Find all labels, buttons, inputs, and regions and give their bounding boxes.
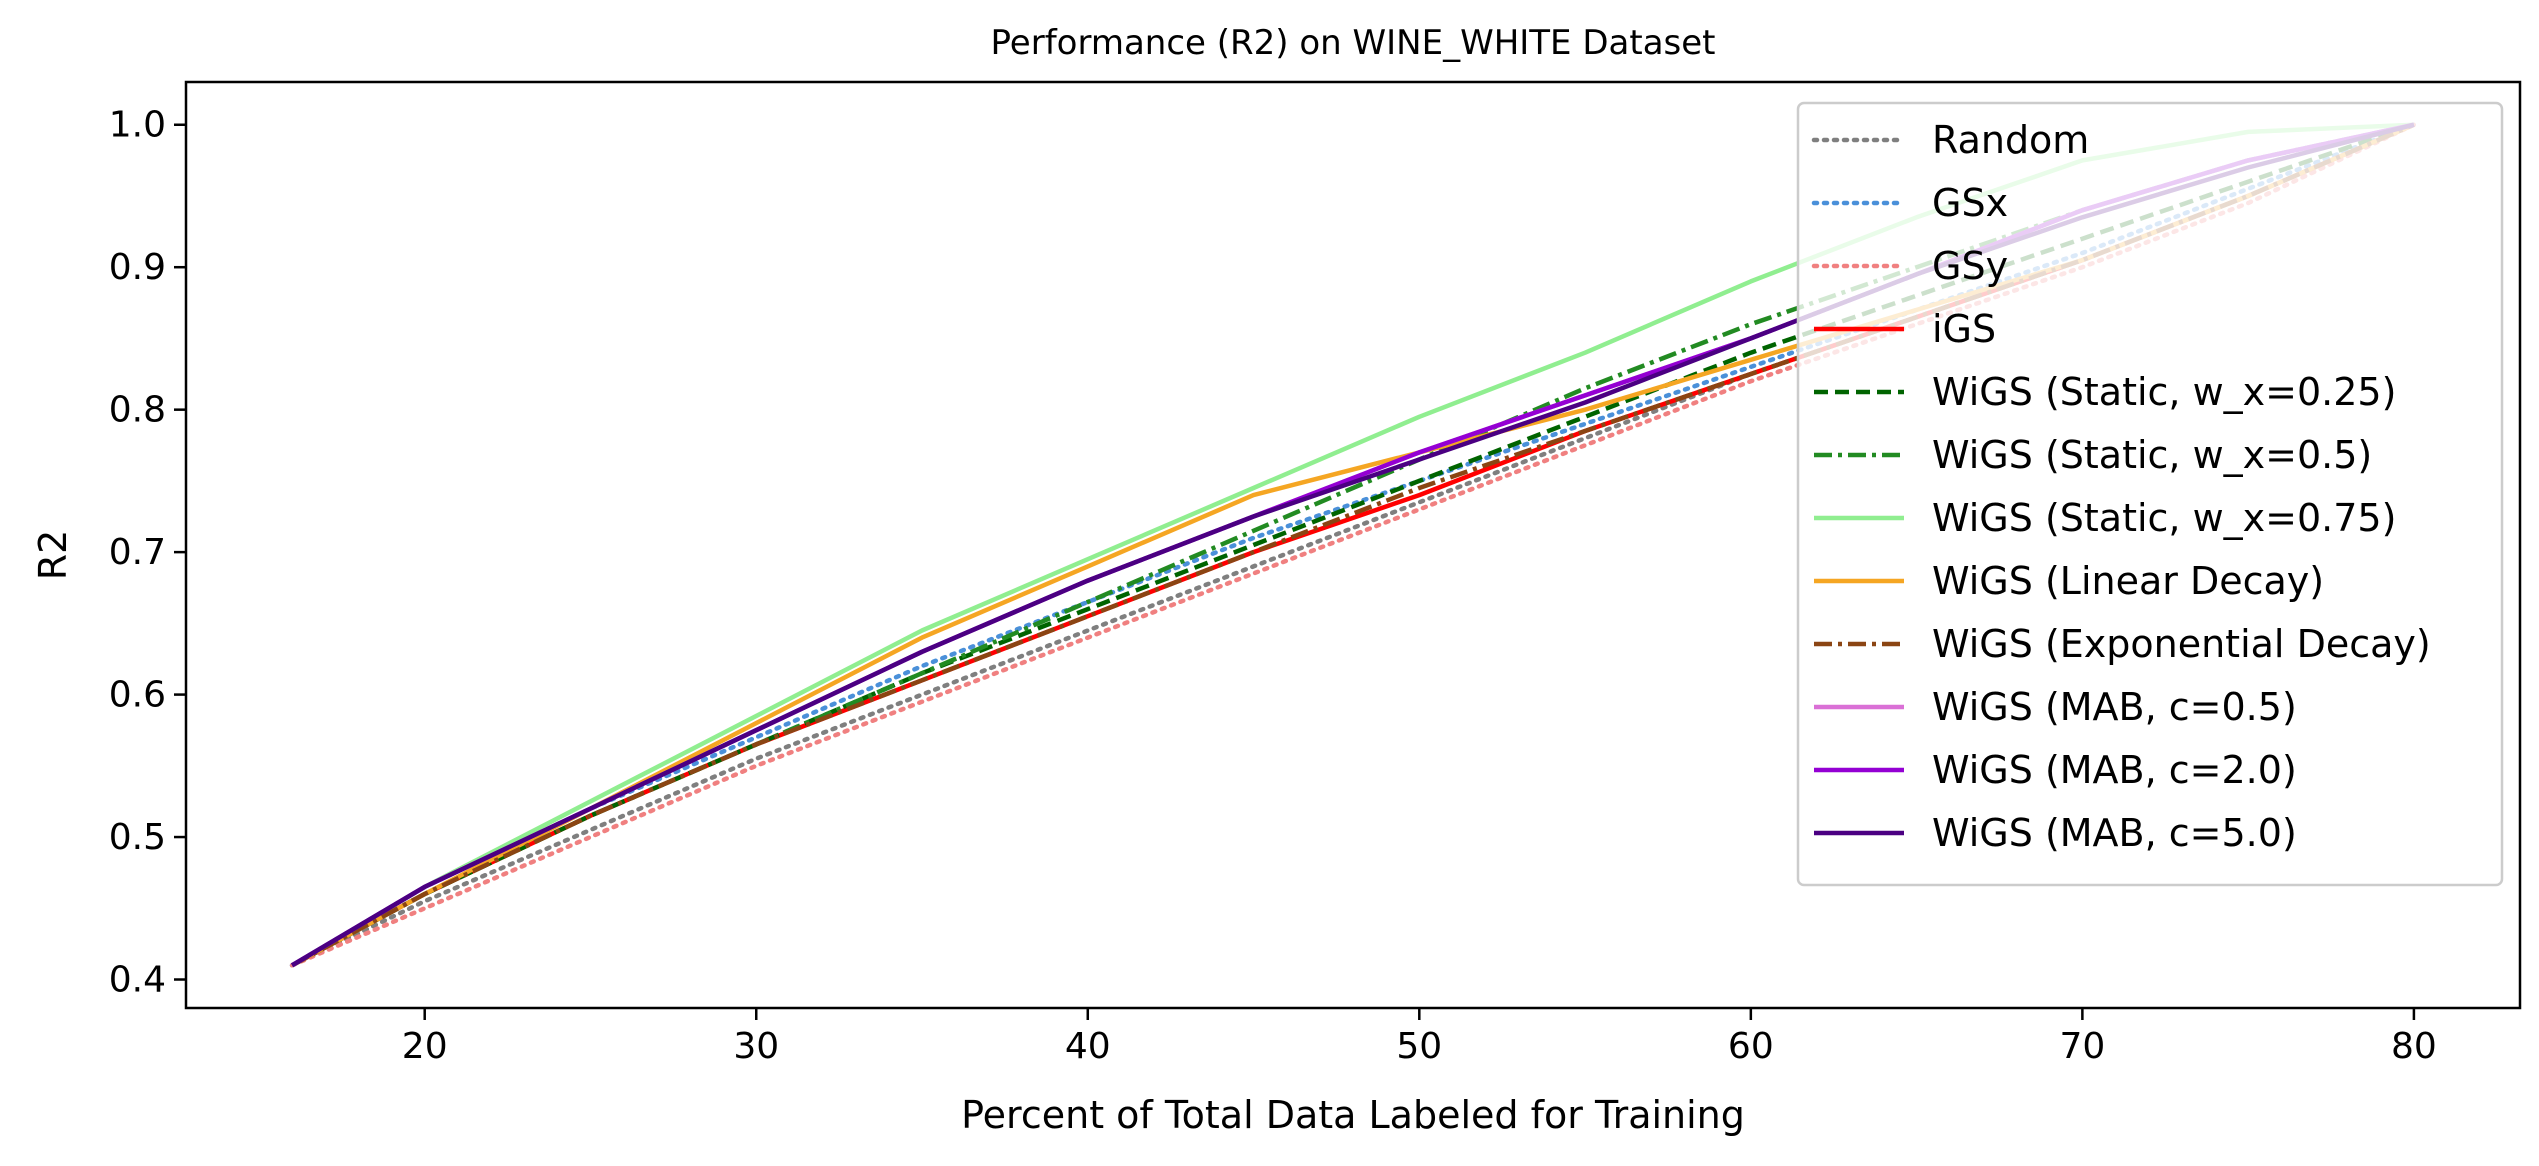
x-tick-label: 40 [1065, 1026, 1111, 1067]
x-tick-label: 20 [402, 1026, 448, 1067]
y-tick-label: 0.4 [109, 960, 166, 1001]
y-tick-label: 0.9 [109, 247, 166, 288]
legend-label-4: WiGS (Static, w_x=0.25) [1932, 370, 2396, 414]
series-line-4 [291, 122, 2415, 968]
legend: Random GSx GSy iGS WiGS (Static, w_x=0.25) Wi… [1796, 101, 2504, 887]
legend-label-3: iGS [1932, 307, 1996, 351]
plot-frame [184, 80, 2522, 1010]
x-tick-label: 80 [2391, 1026, 2437, 1067]
y-tick-label: 0.6 [109, 675, 166, 716]
x-tick-label: 70 [2059, 1026, 2105, 1067]
legend-label-6: WiGS (Static, w_x=0.75) [1932, 496, 2396, 540]
x-tick-label: 60 [1728, 1026, 1774, 1067]
legend-box [1796, 101, 2504, 887]
x-tick-label: 50 [1396, 1026, 1442, 1067]
legend-label-8: WiGS (Exponential Decay) [1932, 622, 2431, 666]
y-tick-label: 0.8 [109, 390, 166, 431]
series-line-0 [289, 122, 2417, 968]
legend-label-10: WiGS (MAB, c=2.0) [1932, 748, 2297, 792]
legend-label-7: WiGS (Linear Decay) [1932, 559, 2324, 603]
chart-title: Performance (R2) on WINE_WHITE Dataset [991, 23, 1716, 63]
axes-layer: 20 30 40 50 60 70 80 0.4 0.5 0.6 0.7 0.8 0.9 1.0 [109, 80, 2522, 1067]
y-tick-label: 1.0 [109, 105, 166, 146]
legend-label-9: WiGS (MAB, c=0.5) [1932, 685, 2297, 729]
legend-label-1: GSx [1932, 181, 2008, 225]
x-tick-label: 30 [733, 1026, 779, 1067]
y-tick-label: 0.7 [109, 532, 166, 573]
y-axis-label: R2 [31, 530, 75, 581]
legend-label-5: WiGS (Static, w_x=0.5) [1932, 433, 2372, 477]
legend-label-2: GSy [1932, 244, 2008, 288]
legend-label-0: Random [1932, 118, 2089, 162]
y-tick-label: 0.5 [109, 817, 166, 858]
x-axis-label: Percent of Total Data Labeled for Traini… [961, 1093, 1745, 1137]
legend-label-11: WiGS (MAB, c=5.0) [1932, 811, 2297, 855]
